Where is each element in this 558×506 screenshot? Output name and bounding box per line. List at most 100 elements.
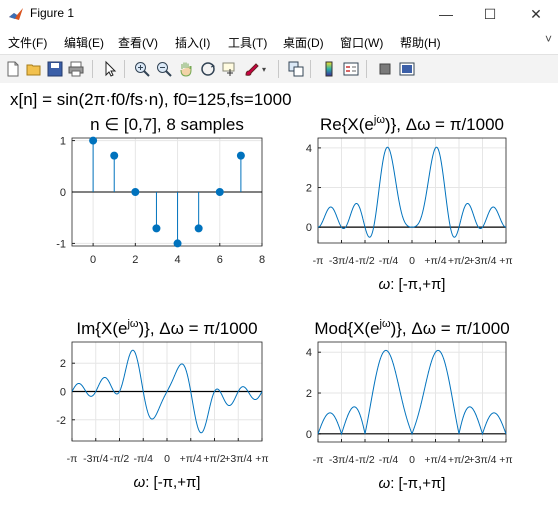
x-tick-label: +π/4 [180, 453, 202, 465]
axes-stem-samples: 0 2 4 6 8 -1 0 1 n ∈ [0,7], 8 samples [56, 115, 265, 266]
axes-title: Mod{X(ejω)}, Δω = π/1000 [314, 318, 509, 338]
axes-title-superscript: jω [126, 318, 138, 330]
print-icon[interactable] [67, 60, 85, 78]
stem-marker [131, 188, 140, 196]
y-tick-label: 2 [60, 358, 66, 370]
axes-title: n ∈ [0,7], 8 samples [90, 115, 244, 134]
menu-insert[interactable]: 插入(I) [175, 36, 211, 50]
y-tick-label: -2 [56, 415, 66, 427]
x-tick-label: 4 [174, 254, 180, 266]
open-file-icon[interactable] [25, 60, 43, 78]
axes-imag-part: -π -3π/4 -π/2 -π/4 0 +π/4 +π/2+3π/4 +π -2 0 2 Im{X(… [56, 318, 268, 491]
y-tick-label: 4 [306, 347, 312, 359]
axes-title-tail: )}, Δω = π/1000 [385, 115, 504, 134]
x-tick-label: -π/4 [379, 255, 399, 267]
x-tick-label: -π/2 [110, 453, 130, 465]
y-tick-label: 0 [60, 387, 66, 399]
figure-suptitle: x[n] = sin(2π·f0/fs·n), f0=125,fs=1000 [10, 90, 292, 109]
dtft-curve [318, 146, 506, 238]
save-icon[interactable] [46, 60, 64, 78]
x-axis-label: ω: [-π,+π] [379, 475, 446, 492]
x-tick-label: 8 [259, 254, 265, 266]
link-plot-icon[interactable] [287, 60, 305, 78]
axes-title: Im{X(ejω)}, Δω = π/1000 [76, 318, 257, 338]
x-tick-label: -π/4 [379, 454, 399, 466]
rotate-3d-icon[interactable] [199, 60, 217, 78]
x-tick-label: 6 [217, 254, 223, 266]
figure-toolbar: ▾ [0, 54, 558, 84]
axes-title-superscript: jω [379, 318, 391, 330]
zoom-in-icon[interactable] [133, 60, 151, 78]
axes-magnitude: -π -3π/4 -π/2 -π/4 0 +π/4 +π/2+3π/4 +π 0 2 4Mod{X(… [306, 318, 513, 492]
menu-window[interactable]: 窗口(W) [340, 36, 384, 50]
axes-title-superscript: jω [373, 114, 385, 126]
x-tick-label: -π [313, 255, 324, 267]
x-tick-label: 2 [132, 254, 138, 266]
zoom-out-icon[interactable] [155, 60, 173, 78]
data-cursor-icon[interactable] [221, 60, 239, 78]
stem-marker [236, 151, 245, 160]
axes-title-main: Im{X(e [76, 319, 127, 338]
stem-marker [194, 224, 203, 233]
legend-icon[interactable] [342, 60, 360, 78]
new-figure-icon[interactable] [4, 60, 22, 78]
show-plot-tools-icon[interactable] [398, 60, 416, 78]
toolbar-separator [366, 60, 367, 78]
x-tick-label: 0 [409, 454, 415, 466]
x-tick-label: +3π/4 [224, 453, 252, 465]
x-tick-label: 0 [409, 255, 415, 267]
x-axis-label: ω: [-π,+π] [379, 276, 446, 293]
menu-edit[interactable]: 编辑(E) [64, 36, 104, 50]
menu-desktop[interactable]: 桌面(D) [283, 36, 324, 50]
stem-marker [89, 136, 98, 145]
x-tick-label: -3π/4 [83, 453, 108, 465]
stem-marker [110, 151, 119, 160]
brush-dropdown-icon[interactable]: ▾ [262, 65, 267, 74]
figure-canvas: x[n] = sin(2π·f0/fs·n), f0=125,fs=1000 0… [0, 83, 558, 501]
matlab-logo-icon [9, 8, 23, 20]
brush-icon[interactable] [243, 60, 261, 78]
x-tick-label: +π/2 [448, 454, 470, 466]
x-tick-label: 0 [90, 254, 96, 266]
axes-title: Re{X(ejω)}, Δω = π/1000 [320, 114, 504, 134]
x-axis-label-symbol: ω [134, 474, 146, 491]
toolbar-separator [124, 60, 125, 78]
pointer-icon[interactable] [101, 60, 119, 78]
menu-tools[interactable]: 工具(T) [228, 36, 268, 50]
hide-plot-tools-icon[interactable] [376, 60, 394, 78]
colorbar-icon[interactable] [320, 60, 338, 78]
x-tick-label: -3π/4 [329, 255, 354, 267]
x-tick-label: +π [499, 255, 512, 267]
x-tick-label: +π [499, 454, 512, 466]
toolbar-separator [92, 60, 93, 78]
x-axis-label-range: : [-π,+π] [145, 474, 200, 491]
pan-hand-icon[interactable] [177, 60, 195, 78]
x-tick-label: +π/2 [448, 255, 470, 267]
x-tick-label: -π/2 [355, 255, 375, 267]
y-tick-label: 0 [306, 222, 312, 234]
x-tick-label: +π/4 [424, 454, 446, 466]
y-tick-label: 2 [306, 183, 312, 195]
y-tick-label: 4 [306, 143, 312, 155]
maximize-button[interactable]: ☐ [483, 6, 497, 22]
menu-file[interactable]: 文件(F) [8, 36, 48, 50]
y-tick-label: 1 [60, 136, 66, 148]
window-title: Figure 1 [30, 6, 75, 20]
x-tick-label: +π/2 [203, 453, 225, 465]
axes-real-part: -π -3π/4 -π/2 -π/4 0 +π/4 +π/2+3π/4 +π 0 2 4 Re{X(e… [306, 114, 513, 293]
menu-bar: 文件(F) 编辑(E) 查看(V) 插入(I) 工具(T) 桌面(D) 窗口(W… [0, 28, 558, 54]
menu-view[interactable]: 查看(V) [118, 36, 158, 50]
menu-help[interactable]: 帮助(H) [400, 36, 441, 50]
minimize-button[interactable]: — [439, 6, 453, 22]
dtft-curve [317, 349, 507, 436]
chevron-down-icon[interactable]: ˅ [544, 32, 552, 46]
x-tick-label: +π/4 [424, 255, 446, 267]
x-axis-label-symbol: ω [379, 475, 391, 492]
x-tick-label: -3π/4 [329, 454, 354, 466]
y-tick-label: -1 [56, 238, 66, 250]
toolbar-separator [278, 60, 279, 78]
x-tick-label: +π [255, 453, 268, 465]
close-button[interactable]: ✕ [530, 6, 542, 22]
figure-plots: x[n] = sin(2π·f0/fs·n), f0=125,fs=1000 0… [10, 90, 513, 492]
stem-marker [173, 239, 182, 248]
